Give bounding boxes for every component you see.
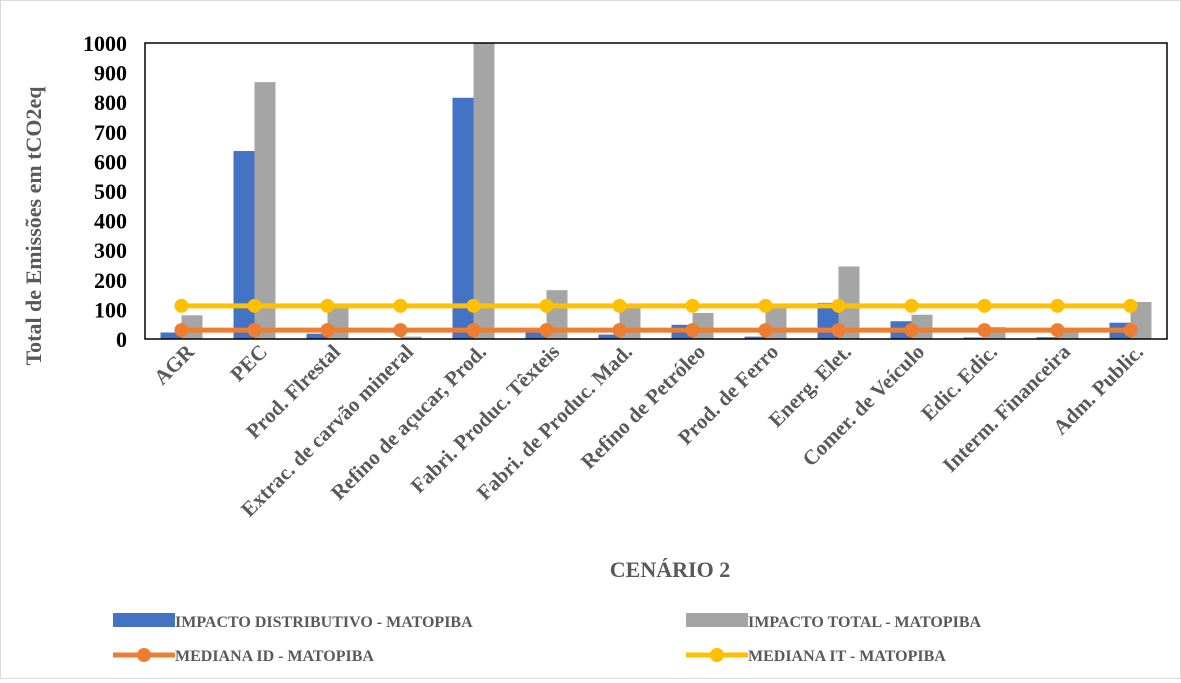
legend-marker [710,648,724,662]
legend-label: MEDIANA IT - MATOPIBA [748,648,946,665]
x-category-label: Refino de Petróleo [576,340,710,474]
bar-impacto-distributivo [452,97,474,339]
line-marker [1123,323,1138,338]
line-marker [612,323,627,338]
legend-marker [137,648,151,662]
legend-label: IMPACTO TOTAL - MATOPIBA [748,614,982,631]
line-marker [1050,323,1065,338]
x-category-label: Comer. de Veículo [798,340,930,472]
y-tick-label: 0 [116,327,127,352]
line-marker [1050,298,1065,313]
bar-impacto-distributivo [744,336,766,339]
bar-impacto-distributivo [306,333,328,339]
y-tick-label: 800 [94,90,127,115]
y-tick-label: 700 [94,120,127,145]
line-marker [320,323,335,338]
plot-area-frame [144,42,1168,340]
line-marker [393,298,408,313]
bars-layer [160,43,1152,340]
line-marker [174,298,189,313]
line-marker [393,323,408,338]
line-marker [977,323,992,338]
line-marker [539,323,554,338]
y-tick-label: 200 [94,268,127,293]
legend: IMPACTO DISTRIBUTIVO - MATOPIBA IMPACTO T… [113,613,982,665]
x-category-label: AGR [149,339,200,390]
bar-impacto-total [1057,328,1079,339]
x-category-label: Interm. Financeira [938,339,1076,477]
line-marker [904,298,919,313]
lines-layer [174,298,1138,338]
y-tick-label: 100 [94,297,127,322]
y-tick-label: 500 [94,179,127,204]
line-marker [539,298,554,313]
y-tick-label: 1000 [83,31,127,56]
line-marker [831,323,846,338]
line-marker [247,298,262,313]
line-marker [758,298,773,313]
bar-impacto-distributivo [233,151,255,339]
legend-label: IMPACTO DISTRIBUTIVO - MATOPIBA [175,614,473,631]
y-tick-label: 300 [94,238,127,263]
legend-swatch [686,613,748,627]
x-axis-title: CENÁRIO 2 [610,557,730,582]
y-tick-label: 900 [94,61,127,86]
y-axis-title: Total de Emissões em tCO2eq [21,86,46,366]
bar-impacto-distributivo [160,332,182,339]
line-marker [247,323,262,338]
line-marker [758,323,773,338]
x-category-label: PEC [225,340,272,387]
bar-impacto-total [400,336,422,339]
bar-impacto-total [984,327,1006,339]
line-marker [1123,298,1138,313]
line-marker [612,298,627,313]
line-marker [174,323,189,338]
line-marker [904,323,919,338]
line-marker [466,298,481,313]
line-marker [977,298,992,313]
bar-impacto-total [254,82,276,340]
line-marker [466,323,481,338]
bar-impacto-distributivo [598,334,620,339]
y-axis-ticks: 0 100 200 300 400 500 600 700 800 900 1000 [83,31,127,352]
legend-swatch [113,613,175,627]
line-marker [831,298,846,313]
bar-impacto-total [473,43,495,339]
y-tick-label: 400 [94,209,127,234]
line-marker [685,298,700,313]
line-marker [685,323,700,338]
bar-impacto-distributivo [525,332,547,339]
legend-label: MEDIANA ID - MATOPIBA [175,648,374,665]
bar-impacto-distributivo [1036,337,1058,339]
bar-impacto-total [838,266,860,339]
y-tick-label: 600 [94,149,127,174]
line-marker [320,298,335,313]
